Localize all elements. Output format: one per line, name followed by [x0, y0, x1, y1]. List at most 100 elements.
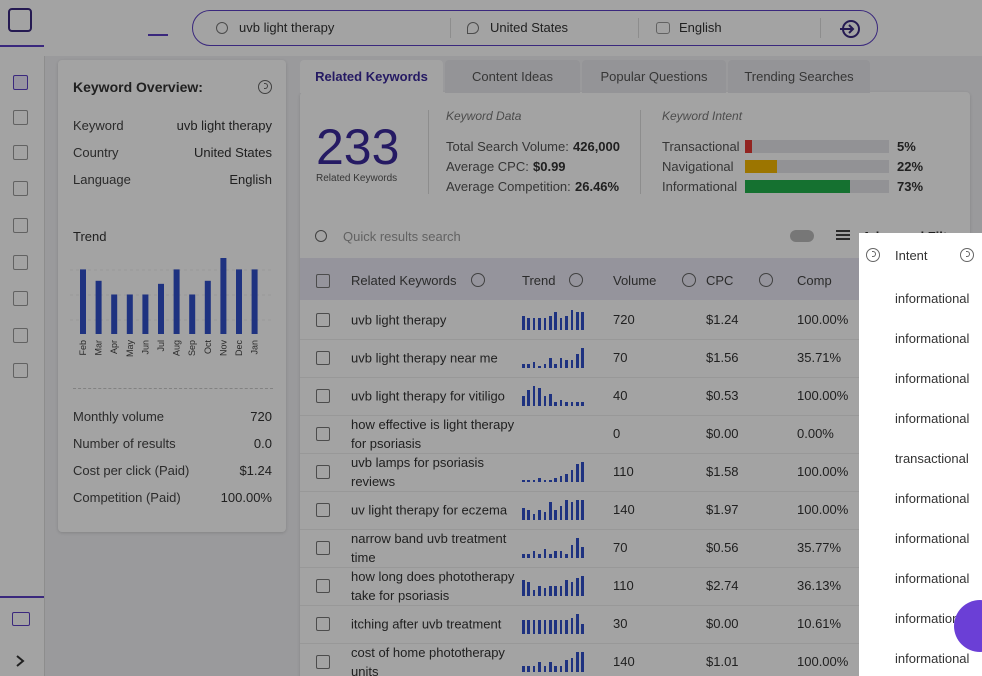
tab[interactable]: Trending Searches — [728, 60, 870, 93]
overview-title: Keyword Overview: — [73, 79, 203, 95]
column-header[interactable]: Volume — [613, 273, 657, 288]
column-header[interactable]: Trend — [522, 273, 556, 288]
sparkline-bar — [549, 480, 552, 482]
help-icon[interactable] — [960, 248, 974, 262]
nav-icon[interactable] — [13, 328, 28, 343]
column-header[interactable]: Comp — [797, 273, 832, 288]
volume: 70 — [613, 540, 628, 555]
metric-key: Monthly volume — [73, 409, 165, 424]
sparkline-bar — [532, 386, 536, 406]
comp: 100.00% — [797, 654, 849, 669]
sparkline-bar — [543, 364, 547, 368]
icon — [467, 22, 479, 34]
intent-bar — [745, 160, 777, 173]
keyword[interactable]: how long does phototherapy take for psor… — [351, 569, 515, 603]
checkbox[interactable] — [316, 655, 330, 669]
keyword[interactable]: narrow band uvb treatment time — [351, 531, 507, 565]
sparkline-bar — [538, 620, 541, 634]
nav-icon[interactable] — [13, 218, 28, 233]
checkbox[interactable] — [316, 579, 330, 593]
search-language[interactable]: English — [679, 20, 722, 35]
tab[interactable]: Popular Questions — [582, 60, 726, 93]
checkbox[interactable] — [316, 351, 330, 365]
sparkline-bar — [559, 666, 563, 672]
row-border — [300, 415, 970, 416]
intent-track — [745, 160, 889, 173]
nav-icon[interactable] — [13, 145, 28, 160]
sparkline-bar — [570, 310, 574, 330]
nav-icon[interactable] — [13, 181, 28, 196]
search-query[interactable]: uvb light therapy — [239, 20, 335, 35]
search-button[interactable] — [838, 18, 862, 40]
logo[interactable] — [8, 8, 32, 32]
help-icon[interactable] — [866, 248, 880, 262]
sparkline-bar — [554, 620, 557, 634]
help-icon[interactable] — [258, 80, 272, 94]
sparkline-bar — [554, 586, 557, 596]
column-header[interactable]: CPC — [706, 273, 734, 288]
checkbox[interactable] — [316, 465, 330, 479]
nav-icon[interactable] — [13, 363, 28, 378]
expand-icon[interactable] — [14, 654, 26, 668]
volume: 110 — [613, 464, 634, 479]
tab[interactable]: Related Keywords — [300, 60, 443, 93]
intent: informational — [895, 371, 970, 386]
sparkline-bar — [527, 390, 530, 406]
keyword[interactable]: how effective is light therapy for psori… — [351, 417, 515, 451]
checkbox[interactable] — [316, 617, 330, 631]
checkbox[interactable] — [316, 274, 330, 288]
sparkline-bar — [522, 480, 525, 482]
table-header — [300, 258, 970, 300]
data-key: Average Competition: — [446, 179, 571, 194]
intent: informational — [895, 331, 970, 346]
cpc: $0.00 — [706, 426, 739, 441]
sparkline-bar — [565, 580, 568, 596]
nav-icon[interactable] — [13, 291, 28, 306]
filter-icon[interactable] — [836, 230, 850, 232]
keyword[interactable]: itching after uvb treatment — [351, 616, 502, 632]
sparkline-bar — [543, 318, 547, 330]
metric-key: Number of results — [73, 436, 176, 451]
data-key: Total Search Volume: — [446, 139, 569, 154]
checkbox[interactable] — [316, 389, 330, 403]
sparkline-bar — [559, 551, 563, 558]
checkbox[interactable] — [316, 313, 330, 327]
sparkline-bar — [581, 500, 584, 520]
sparkline-bar — [532, 590, 536, 596]
keyword[interactable]: uvb lamps for psoriasis reviews — [351, 455, 484, 489]
keyword[interactable]: uvb light therapy — [351, 312, 447, 328]
nav-icon[interactable] — [13, 255, 28, 270]
sparkline-bar — [554, 551, 557, 558]
sparkline-bar — [522, 580, 525, 596]
checkbox[interactable] — [316, 427, 330, 441]
sparkline-bar — [570, 544, 574, 558]
column-header[interactable]: Related Keywords — [351, 273, 457, 288]
keyword[interactable]: uvb light therapy near me — [351, 350, 498, 366]
sparkline-bar — [554, 312, 557, 330]
checkbox[interactable] — [316, 541, 330, 555]
sparkline-bar — [532, 480, 536, 482]
intent-bar — [745, 180, 851, 193]
tab[interactable]: Content Ideas — [445, 60, 580, 93]
results-search[interactable]: Quick results search — [343, 229, 461, 244]
cpc: $1.97 — [706, 502, 739, 517]
keyword[interactable]: uvb light therapy for vitiligo — [351, 388, 505, 404]
search-country[interactable]: United States — [490, 20, 569, 35]
keyword[interactable]: cost of home phototherapy units — [351, 645, 505, 676]
toggle[interactable] — [790, 230, 814, 242]
data-value: 426,000 — [573, 139, 620, 154]
cpc: $1.24 — [706, 312, 739, 327]
volume: 110 — [613, 578, 634, 593]
sparkline-bar — [576, 614, 579, 634]
checkbox[interactable] — [316, 503, 330, 517]
nav-icon[interactable] — [13, 75, 28, 90]
search-icon — [315, 230, 327, 242]
metric-key: Cost per click (Paid) — [73, 463, 190, 478]
folder-icon[interactable] — [12, 612, 30, 626]
comp: 100.00% — [797, 388, 849, 403]
volume: 720 — [613, 312, 635, 327]
keyword[interactable]: uv light therapy for eczema — [351, 502, 508, 518]
intent: informational — [895, 611, 970, 626]
nav-icon[interactable] — [13, 110, 28, 125]
sparkline-bar — [522, 553, 525, 558]
